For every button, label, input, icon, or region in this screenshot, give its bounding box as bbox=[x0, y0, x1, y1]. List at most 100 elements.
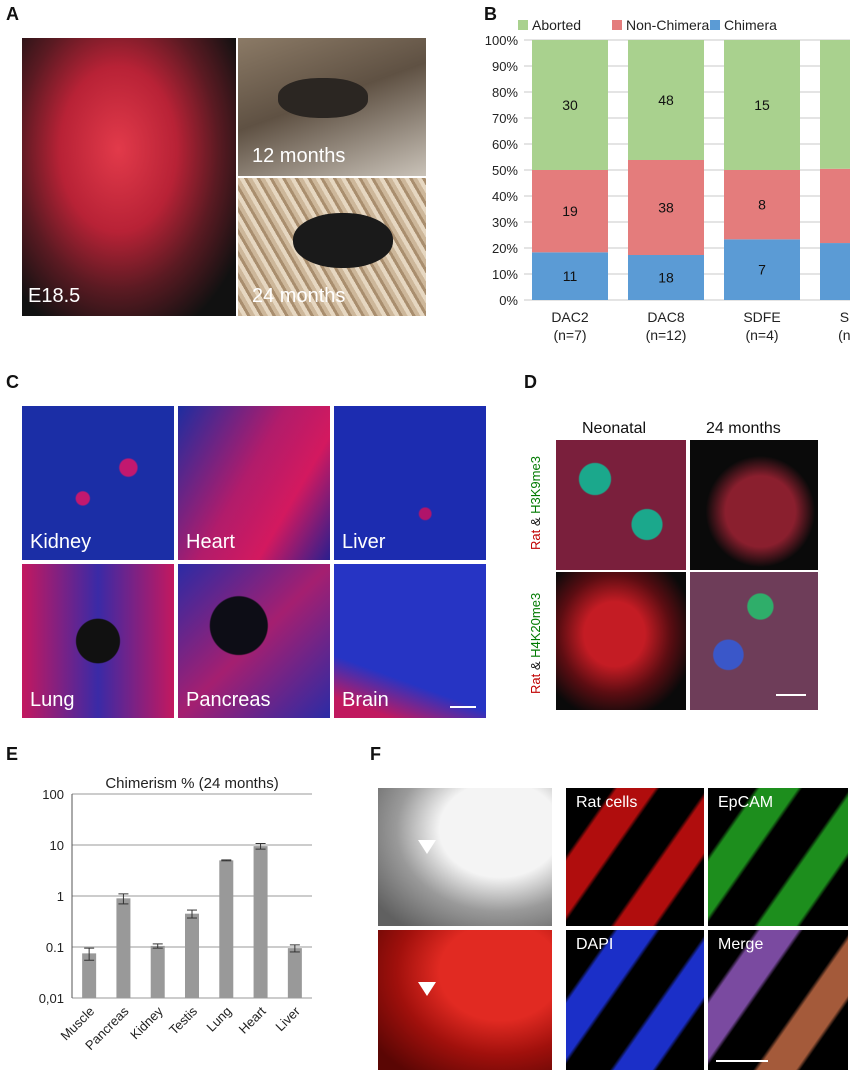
y-tick-label: 10 bbox=[50, 838, 64, 853]
x-tick-label: Liver bbox=[272, 1003, 303, 1034]
panel-label-a: A bbox=[6, 4, 19, 24]
bar bbox=[287, 948, 302, 998]
x-tick-label: SDFE bbox=[743, 309, 780, 325]
embryo-photo: E18.5 bbox=[22, 38, 236, 316]
data-label: 15 bbox=[754, 97, 770, 113]
dapi-image: DAPI bbox=[566, 930, 704, 1070]
age-label-24: 24 months bbox=[252, 285, 346, 307]
ampersand: & bbox=[528, 657, 543, 674]
tissue-label: Pancreas bbox=[186, 689, 271, 711]
row-label-h4k20me3: Rat & H4K20me3 bbox=[528, 572, 552, 702]
y-tick-label: 80% bbox=[492, 85, 518, 100]
bar-segment bbox=[724, 170, 800, 240]
x-tick-label: Heart bbox=[236, 1003, 269, 1036]
embryo-age-label: E18.5 bbox=[28, 285, 81, 307]
y-tick-label: 10% bbox=[492, 267, 518, 282]
tissue-heart-image: Heart bbox=[178, 406, 330, 560]
panel-label-c: C bbox=[6, 372, 19, 392]
y-tick-label: 60% bbox=[492, 137, 518, 152]
marker-label: H3K9me3 bbox=[528, 456, 543, 514]
y-tick-label: 50% bbox=[492, 163, 518, 178]
row-label-h3k9me3: Rat & H3K9me3 bbox=[528, 440, 552, 570]
data-label: 19 bbox=[562, 203, 578, 219]
tissue-label: Liver bbox=[342, 531, 386, 553]
panel-label-d: D bbox=[524, 372, 537, 392]
bar bbox=[150, 945, 165, 998]
tissue-label: Lung bbox=[30, 689, 75, 711]
y-tick-label: 30% bbox=[492, 215, 518, 230]
bar-segment bbox=[628, 160, 704, 255]
rat-label: Rat bbox=[528, 673, 543, 694]
y-tick-label: 0% bbox=[499, 293, 518, 308]
x-tick-label: (n=12) bbox=[646, 327, 687, 343]
bar-segment bbox=[532, 170, 608, 253]
panel-label-e: E bbox=[6, 744, 19, 764]
x-tick-label: Kidney bbox=[127, 1003, 166, 1042]
mouse-24-months-photo: 24 months bbox=[238, 178, 426, 316]
bar-segment bbox=[820, 168, 850, 244]
panel-label-b: B bbox=[484, 4, 497, 24]
legend-swatch bbox=[612, 20, 622, 30]
legend-swatch bbox=[710, 20, 720, 30]
chimera-outcome-chart: 0% 10% 20% 30% 40% 50% 60% 70% 80% 90% 100% Aborted… bbox=[485, 17, 850, 343]
marker-label: H4K20me3 bbox=[528, 592, 543, 658]
bar-segment bbox=[628, 40, 704, 160]
data-label: 8 bbox=[758, 197, 766, 213]
chimerism-chart: Chimerism % (24 months)0,010.1110100Musc… bbox=[39, 775, 312, 1053]
y-tick-label: 0,01 bbox=[39, 991, 64, 1006]
y-tick-label: 40% bbox=[492, 189, 518, 204]
y-tick-label: 90% bbox=[492, 59, 518, 74]
column-header-neonatal: Neonatal bbox=[582, 420, 647, 437]
legend-label: Chimera bbox=[724, 17, 777, 33]
data-label: 7 bbox=[758, 262, 766, 278]
aged-h4k20me3-image bbox=[690, 572, 818, 710]
x-tick-label: SDFF bbox=[840, 309, 850, 325]
chart-title: Chimerism % (24 months) bbox=[105, 775, 278, 792]
organ-brightfield-photo bbox=[378, 788, 552, 926]
bar-segment bbox=[820, 40, 850, 169]
scale-bar bbox=[716, 1060, 768, 1062]
x-tick-label: (n=4) bbox=[745, 327, 778, 343]
bar-segment bbox=[724, 40, 800, 170]
data-label: 38 bbox=[658, 200, 674, 216]
scale-bar bbox=[450, 706, 476, 708]
x-tick-label: (n=11) bbox=[838, 327, 850, 343]
channel-label: Merge bbox=[718, 936, 764, 953]
epcam-image: EpCAM bbox=[708, 788, 848, 926]
legend-swatch bbox=[518, 20, 528, 30]
channel-label: DAPI bbox=[576, 936, 614, 953]
bar-segment bbox=[532, 252, 608, 300]
bar-segment bbox=[724, 239, 800, 300]
tissue-brain-image: Brain bbox=[334, 564, 486, 718]
bar bbox=[82, 953, 97, 998]
rat-label: Rat bbox=[528, 529, 543, 550]
neonatal-h3k9me3-image bbox=[556, 440, 686, 570]
data-label: 30 bbox=[562, 97, 578, 113]
tissue-label: Heart bbox=[186, 531, 235, 553]
data-label: 48 bbox=[658, 92, 674, 108]
arrowhead-icon bbox=[418, 840, 436, 854]
tissue-lung-image: Lung bbox=[22, 564, 174, 718]
channel-label: EpCAM bbox=[718, 794, 774, 811]
age-label-12: 12 months bbox=[252, 145, 346, 167]
y-tick-label: 0.1 bbox=[46, 940, 64, 955]
y-tick-label: 20% bbox=[492, 241, 518, 256]
panel-label-f: F bbox=[370, 744, 381, 764]
legend-label: Aborted bbox=[532, 17, 581, 33]
tissue-kidney-image: Kidney bbox=[22, 406, 174, 560]
x-tick-label: Testis bbox=[166, 1003, 200, 1037]
tissue-label: Kidney bbox=[30, 531, 92, 553]
y-tick-label: 100% bbox=[485, 33, 519, 48]
bar-segment bbox=[628, 255, 704, 300]
tissue-liver-image: Liver bbox=[334, 406, 486, 560]
mouse-silhouette bbox=[278, 78, 368, 118]
channel-label: Rat cells bbox=[576, 794, 638, 811]
neonatal-h4k20me3-image bbox=[556, 572, 686, 710]
aged-h3k9me3-image bbox=[690, 440, 818, 570]
legend-label: Non-Chimera bbox=[626, 17, 709, 33]
mouse-12-months-photo: 12 months bbox=[238, 38, 426, 176]
mouse-silhouette bbox=[293, 213, 393, 268]
organ-fluorescence-photo bbox=[378, 930, 552, 1070]
bar bbox=[219, 860, 234, 998]
bar-segment bbox=[820, 243, 850, 300]
